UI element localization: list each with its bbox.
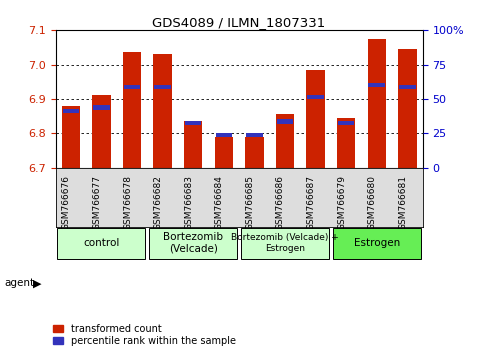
- Title: GDS4089 / ILMN_1807331: GDS4089 / ILMN_1807331: [153, 16, 326, 29]
- Bar: [154, 54, 172, 168]
- Text: Estrogen: Estrogen: [354, 238, 400, 248]
- Bar: [277, 119, 293, 124]
- Bar: [307, 95, 324, 99]
- Text: ▶: ▶: [33, 278, 42, 288]
- Bar: [215, 133, 232, 137]
- Bar: [63, 109, 79, 113]
- Text: GSM766680: GSM766680: [368, 175, 377, 230]
- Bar: [184, 121, 202, 168]
- Text: GSM766676: GSM766676: [62, 175, 71, 230]
- Text: GSM766678: GSM766678: [123, 175, 132, 230]
- Text: GSM766685: GSM766685: [245, 175, 255, 230]
- Text: GSM766681: GSM766681: [398, 175, 407, 230]
- Bar: [369, 83, 385, 87]
- Bar: [276, 114, 294, 168]
- Text: GSM766687: GSM766687: [307, 175, 315, 230]
- Bar: [185, 121, 201, 125]
- Text: GSM766683: GSM766683: [184, 175, 193, 230]
- Bar: [306, 70, 325, 168]
- Bar: [246, 133, 263, 137]
- Text: GSM766679: GSM766679: [337, 175, 346, 230]
- Text: Bortezomib
(Velcade): Bortezomib (Velcade): [163, 232, 223, 253]
- Bar: [338, 121, 355, 125]
- Bar: [92, 96, 111, 168]
- Bar: [155, 85, 171, 89]
- Bar: [123, 52, 141, 168]
- Bar: [245, 137, 264, 168]
- Bar: [93, 105, 110, 110]
- FancyBboxPatch shape: [241, 228, 329, 259]
- Text: GSM766686: GSM766686: [276, 175, 285, 230]
- Bar: [398, 49, 416, 168]
- FancyBboxPatch shape: [57, 228, 145, 259]
- Text: Bortezomib (Velcade) +
Estrogen: Bortezomib (Velcade) + Estrogen: [231, 233, 339, 252]
- Bar: [337, 118, 355, 168]
- Bar: [214, 137, 233, 168]
- Bar: [399, 85, 415, 89]
- FancyBboxPatch shape: [333, 228, 421, 259]
- Text: agent: agent: [5, 278, 35, 288]
- FancyBboxPatch shape: [149, 228, 237, 259]
- Legend: transformed count, percentile rank within the sample: transformed count, percentile rank withi…: [53, 324, 236, 346]
- Text: control: control: [83, 238, 120, 248]
- Bar: [124, 85, 140, 89]
- Bar: [62, 106, 80, 168]
- Bar: [368, 39, 386, 168]
- Text: GSM766682: GSM766682: [154, 175, 163, 230]
- Text: GSM766677: GSM766677: [92, 175, 101, 230]
- Text: GSM766684: GSM766684: [215, 175, 224, 230]
